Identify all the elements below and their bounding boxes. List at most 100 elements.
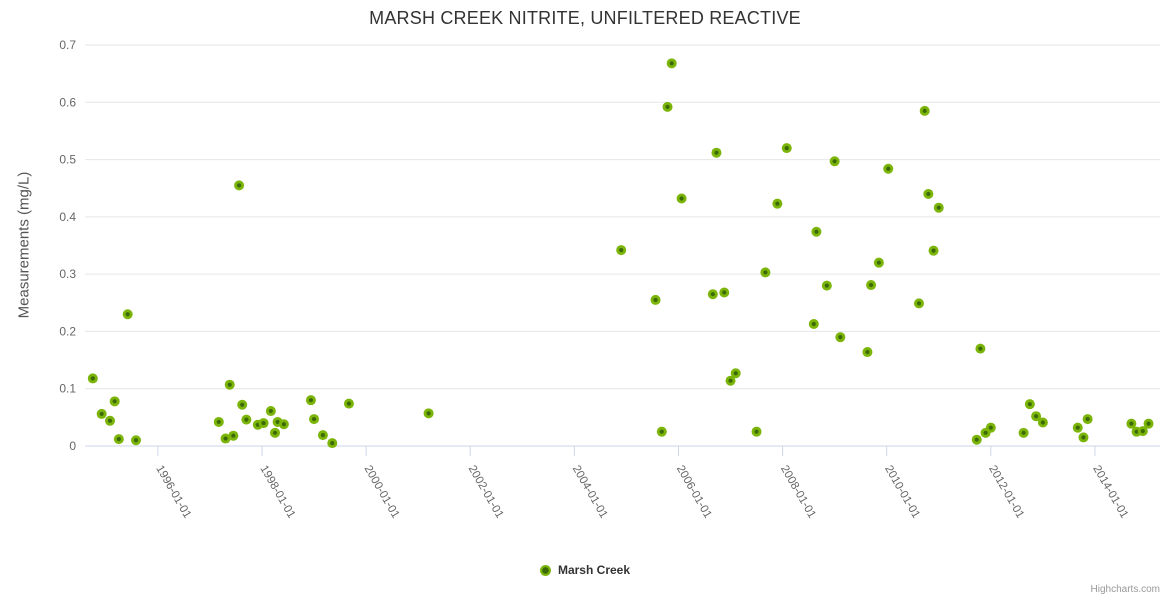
- data-point[interactable]: [1037, 417, 1048, 428]
- data-point[interactable]: [1082, 414, 1093, 425]
- y-axis-tick-label: 0.3: [59, 267, 76, 281]
- data-point[interactable]: [213, 416, 224, 427]
- data-point-marker-center: [227, 382, 232, 387]
- y-axis-tick-label: 0.1: [59, 382, 76, 396]
- data-point[interactable]: [835, 332, 846, 343]
- data-point[interactable]: [278, 419, 289, 430]
- data-point[interactable]: [862, 347, 873, 358]
- data-point[interactable]: [781, 143, 792, 154]
- data-point[interactable]: [113, 434, 124, 445]
- data-point[interactable]: [811, 226, 822, 237]
- data-point[interactable]: [1126, 418, 1137, 429]
- data-point[interactable]: [707, 289, 718, 300]
- data-point[interactable]: [933, 202, 944, 213]
- data-point-marker-center: [90, 376, 95, 381]
- data-point[interactable]: [676, 193, 687, 204]
- data-point[interactable]: [343, 398, 354, 409]
- data-point[interactable]: [258, 418, 269, 429]
- data-point[interactable]: [109, 396, 120, 407]
- data-point[interactable]: [317, 430, 328, 441]
- data-point-marker-center: [116, 437, 121, 442]
- data-point[interactable]: [265, 406, 276, 417]
- data-point[interactable]: [760, 267, 771, 278]
- data-point[interactable]: [725, 375, 736, 386]
- data-point[interactable]: [1143, 418, 1154, 429]
- data-point[interactable]: [237, 399, 248, 410]
- y-axis-tick-label: 0.5: [59, 153, 76, 167]
- data-point[interactable]: [919, 105, 930, 116]
- data-point[interactable]: [711, 147, 722, 158]
- data-point[interactable]: [650, 294, 661, 305]
- data-point[interactable]: [305, 395, 316, 406]
- legend-item[interactable]: Marsh Creek: [0, 563, 1170, 577]
- data-point[interactable]: [1031, 411, 1042, 422]
- data-point[interactable]: [1072, 422, 1083, 433]
- data-point[interactable]: [220, 433, 231, 444]
- data-point-marker-center: [216, 419, 221, 425]
- data-point[interactable]: [975, 343, 986, 354]
- x-axis-tick-label: 2002-01-01: [466, 464, 506, 521]
- x-axis-tick-label: 2008-01-01: [778, 464, 818, 521]
- data-point[interactable]: [104, 415, 115, 426]
- data-point[interactable]: [866, 280, 877, 291]
- data-point-marker-center: [974, 437, 979, 442]
- data-point[interactable]: [224, 379, 235, 390]
- data-point[interactable]: [666, 58, 677, 69]
- data-point[interactable]: [913, 298, 924, 309]
- data-point-marker-center: [669, 61, 674, 66]
- x-axis-tick-label: 2012-01-01: [986, 464, 1026, 521]
- data-point-marker-center: [1075, 425, 1080, 430]
- data-point-marker-center: [714, 150, 719, 155]
- data-point[interactable]: [1078, 432, 1089, 443]
- data-point[interactable]: [971, 434, 982, 445]
- highcharts-credits[interactable]: Highcharts.com: [1090, 584, 1160, 595]
- data-point-marker-center: [426, 411, 431, 416]
- data-point[interactable]: [1018, 427, 1029, 438]
- data-point[interactable]: [423, 408, 434, 419]
- x-axis-tick-label: 2000-01-01: [362, 464, 402, 521]
- data-point[interactable]: [270, 427, 281, 438]
- data-point[interactable]: [821, 280, 832, 291]
- data-point[interactable]: [923, 188, 934, 199]
- x-axis-tick-label: 1998-01-01: [257, 464, 297, 521]
- data-point-marker-center: [272, 430, 278, 435]
- data-point-marker-center: [125, 312, 130, 317]
- data-point-marker-center: [679, 196, 684, 201]
- data-point[interactable]: [829, 156, 840, 167]
- data-point[interactable]: [772, 198, 783, 209]
- data-point-marker-center: [1085, 416, 1090, 422]
- data-point[interactable]: [228, 430, 239, 441]
- data-point-marker-center: [330, 441, 335, 446]
- data-point-marker-center: [1146, 421, 1151, 426]
- data-point[interactable]: [719, 287, 730, 298]
- data-point-marker-center: [931, 248, 936, 253]
- data-point-marker-center: [112, 399, 117, 404]
- data-point[interactable]: [234, 180, 245, 191]
- data-point[interactable]: [730, 368, 741, 379]
- data-point-marker-center: [1081, 435, 1086, 440]
- data-point[interactable]: [96, 408, 107, 419]
- x-axis-tick-label: 2014-01-01: [1090, 464, 1130, 521]
- data-point[interactable]: [662, 101, 673, 112]
- data-point[interactable]: [656, 426, 667, 437]
- data-point[interactable]: [751, 426, 762, 437]
- data-point[interactable]: [327, 438, 338, 449]
- data-point-marker-center: [814, 229, 819, 234]
- data-point[interactable]: [87, 373, 98, 384]
- data-point[interactable]: [808, 318, 819, 329]
- data-point[interactable]: [873, 257, 884, 268]
- data-point[interactable]: [131, 435, 142, 446]
- data-point[interactable]: [883, 163, 894, 174]
- data-point[interactable]: [122, 309, 133, 320]
- data-point[interactable]: [241, 414, 252, 425]
- data-point[interactable]: [616, 245, 627, 256]
- data-point[interactable]: [985, 422, 996, 433]
- data-point-marker-center: [281, 422, 286, 427]
- data-point[interactable]: [309, 414, 320, 425]
- data-point-marker-center: [922, 108, 927, 113]
- y-axis-title: Measurements (mg/L): [15, 171, 33, 319]
- data-point[interactable]: [1024, 399, 1035, 410]
- data-point[interactable]: [928, 245, 939, 256]
- data-point[interactable]: [1137, 426, 1148, 437]
- data-point-marker-center: [916, 301, 922, 306]
